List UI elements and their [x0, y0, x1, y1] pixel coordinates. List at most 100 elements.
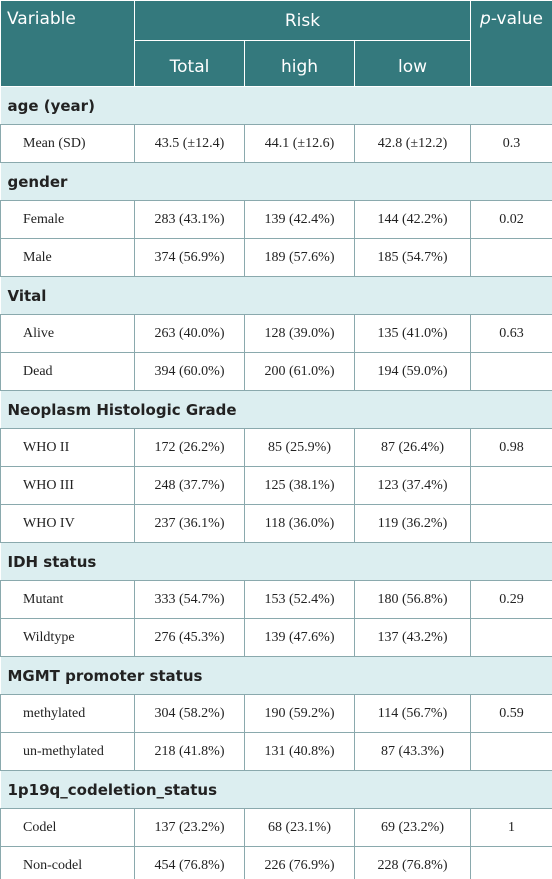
row-label: WHO II: [0, 428, 135, 467]
data-row: Alive 263 (40.0%) 128 (39.0%) 135 (41.0%) 0.…: [0, 314, 552, 353]
cell: 114 (56.7%): [353, 694, 472, 733]
row-label: methylated: [0, 694, 135, 733]
section-title: Vital: [0, 276, 552, 315]
p-value: [470, 504, 552, 543]
section-title: Neoplasm Histologic Grade: [0, 390, 552, 429]
p-value: 0.98: [470, 428, 552, 467]
cell: 85 (25.9%): [244, 428, 355, 467]
cell: 69 (23.2%): [353, 808, 472, 847]
data-row: Non-codel 454 (76.8%) 226 (76.9%) 228 (76.8…: [0, 846, 552, 879]
header-cell: Total: [134, 40, 245, 87]
p-value: 0.29: [470, 580, 552, 619]
section-row: gender: [0, 162, 552, 201]
section-title: 1p19q_codeletion_status: [0, 770, 552, 809]
row-label: Male: [0, 238, 135, 277]
row-label: Codel: [0, 808, 135, 847]
section-row: 1p19q_codeletion_status: [0, 770, 552, 809]
header-text: p: [480, 9, 491, 29]
cell: 454 (76.8%): [134, 846, 245, 879]
cell: 189 (57.6%): [244, 238, 355, 277]
section-row: age (year): [0, 86, 552, 125]
cell: 68 (23.1%): [244, 808, 355, 847]
cell: 139 (47.6%): [244, 618, 355, 657]
section-title: age (year): [0, 86, 552, 125]
cell: 137 (23.2%): [134, 808, 245, 847]
cell: 194 (59.0%): [353, 352, 472, 391]
cell: 185 (54.7%): [353, 238, 472, 277]
row-label: Alive: [0, 314, 135, 353]
section-title: gender: [0, 162, 552, 201]
section-row: MGMT promoter status: [0, 656, 552, 695]
table-body: age (year) Mean (SD) 43.5 (±12.4) 44.1 (±12…: [0, 86, 552, 879]
p-value: 0.02: [470, 200, 552, 239]
data-row: Mean (SD) 43.5 (±12.4) 44.1 (±12.6) 42.8 (±…: [0, 124, 552, 163]
data-row: Wildtype 276 (45.3%) 139 (47.6%) 137 (43.2%…: [0, 618, 552, 657]
header-cell: high: [244, 40, 355, 87]
p-value: [470, 466, 552, 505]
cell: 123 (37.4%): [353, 466, 472, 505]
p-value: [470, 846, 552, 879]
data-row: Mutant 333 (54.7%) 153 (52.4%) 180 (56.8%) 0…: [0, 580, 552, 619]
cell: 42.8 (±12.2): [353, 124, 472, 163]
row-label: WHO III: [0, 466, 135, 505]
cell: 190 (59.2%): [244, 694, 355, 733]
row-label: Dead: [0, 352, 135, 391]
data-row: Codel 137 (23.2%) 68 (23.1%) 69 (23.2%) 1: [0, 808, 552, 847]
p-value: 0.3: [470, 124, 552, 163]
cell: 248 (37.7%): [134, 466, 245, 505]
data-row: methylated 304 (58.2%) 190 (59.2%) 114 (56.…: [0, 694, 552, 733]
row-label: Female: [0, 200, 135, 239]
cell: 226 (76.9%): [244, 846, 355, 879]
cell: 119 (36.2%): [353, 504, 472, 543]
row-label: Mean (SD): [0, 124, 135, 163]
section-title: MGMT promoter status: [0, 656, 552, 695]
row-label: WHO IV: [0, 504, 135, 543]
data-row: Dead 394 (60.0%) 200 (61.0%) 194 (59.0%): [0, 352, 552, 391]
cell: 139 (42.4%): [244, 200, 355, 239]
section-title: IDH status: [0, 542, 552, 581]
p-value: [470, 238, 552, 277]
cell: 394 (60.0%): [134, 352, 245, 391]
header-cell: low: [353, 40, 472, 87]
cell: 118 (36.0%): [244, 504, 355, 543]
data-row: WHO III 248 (37.7%) 125 (38.1%) 123 (37.4%): [0, 466, 552, 505]
p-value: [470, 352, 552, 391]
data-row: WHO II 172 (26.2%) 85 (25.9%) 87 (26.4%) 0.9…: [0, 428, 552, 467]
cell: 304 (58.2%): [134, 694, 245, 733]
cell: 125 (38.1%): [244, 466, 355, 505]
row-label: un-methylated: [0, 732, 135, 771]
p-value: [470, 618, 552, 657]
cell: 87 (26.4%): [353, 428, 472, 467]
section-row: Vital: [0, 276, 552, 315]
p-value: 0.59: [470, 694, 552, 733]
cell: 228 (76.8%): [353, 846, 472, 879]
header-row: Total high low: [1, 40, 552, 87]
cell: 180 (56.8%): [353, 580, 472, 619]
row-label: Non-codel: [0, 846, 135, 879]
cell: 131 (40.8%): [244, 732, 355, 771]
cell: 137 (43.2%): [353, 618, 472, 657]
cell: 333 (54.7%): [134, 580, 245, 619]
header-cell: Risk: [133, 0, 472, 41]
cell: 172 (26.2%): [134, 428, 245, 467]
cell: 200 (61.0%): [244, 352, 355, 391]
row-label: Mutant: [0, 580, 135, 619]
cell: 263 (40.0%): [134, 314, 245, 353]
header-cell: p-value: [470, 0, 552, 87]
cell: 44.1 (±12.6): [244, 124, 355, 163]
cell: 237 (36.1%): [134, 504, 245, 543]
header-row: Variable Risk p-value: [0, 0, 552, 87]
cell: 87 (43.3%): [353, 732, 472, 771]
cell: 218 (41.8%): [134, 732, 245, 771]
cell: 43.5 (±12.4): [134, 124, 245, 163]
data-row: Male 374 (56.9%) 189 (57.6%) 185 (54.7%): [0, 238, 552, 277]
p-value: 0.63: [470, 314, 552, 353]
p-value: 1: [470, 808, 552, 847]
section-row: Neoplasm Histologic Grade: [0, 390, 552, 429]
cell: 276 (45.3%): [134, 618, 245, 657]
cell: 374 (56.9%): [134, 238, 245, 277]
cell: 144 (42.2%): [353, 200, 472, 239]
cell: 153 (52.4%): [244, 580, 355, 619]
